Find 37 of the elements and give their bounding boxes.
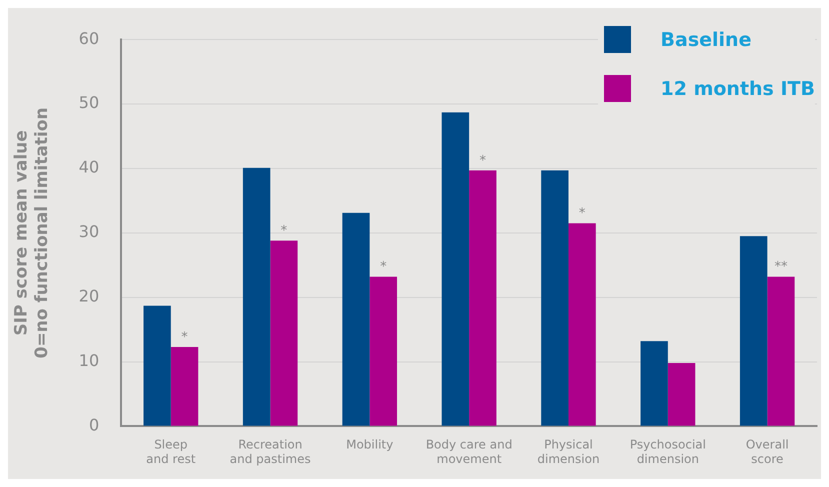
- legend-label: Baseline: [660, 28, 752, 50]
- x-tick-label: Overall score: [746, 438, 789, 466]
- y-tick-label: 20: [78, 286, 100, 306]
- bar: [568, 223, 596, 426]
- bar: [170, 346, 198, 426]
- annotation: *: [380, 260, 388, 275]
- x-tick-label: Psychosocial dimension: [630, 438, 706, 466]
- bar: [469, 170, 496, 426]
- legend-label: 12 months ITB: [660, 78, 815, 100]
- x-tick-label: Recreation and pastimes: [230, 438, 311, 466]
- annotation: *: [181, 330, 188, 345]
- x-tick-label: Mobility: [346, 438, 394, 452]
- y-tick-label: 40: [78, 158, 100, 177]
- bar: [740, 236, 768, 426]
- x-tick-label: Body care and movement: [426, 438, 512, 466]
- bar: [442, 112, 470, 426]
- y-tick-label: 50: [78, 93, 100, 112]
- annotation: **: [774, 260, 788, 275]
- annotation: *: [280, 224, 288, 239]
- x-tick-label: Physical dimension: [537, 438, 600, 466]
- bar: [242, 168, 270, 426]
- annotation: *: [578, 206, 586, 222]
- bar: [541, 170, 568, 426]
- bar: [767, 276, 795, 426]
- y-tick-label: 10: [78, 350, 100, 370]
- bar: [668, 363, 696, 426]
- bar: [342, 212, 370, 426]
- annotation: *: [480, 153, 486, 168]
- bar: [640, 341, 668, 426]
- y-tick-label: 0: [88, 415, 100, 434]
- y-axis-title: SIP score mean value 0=no functional limitation: [12, 107, 52, 358]
- x-tick-label: Sleep and rest: [146, 438, 196, 466]
- bar: [370, 276, 398, 426]
- bar: [270, 240, 298, 426]
- y-tick-label: 60: [78, 28, 100, 48]
- bar: [144, 306, 171, 426]
- y-tick-label: 30: [78, 222, 100, 242]
